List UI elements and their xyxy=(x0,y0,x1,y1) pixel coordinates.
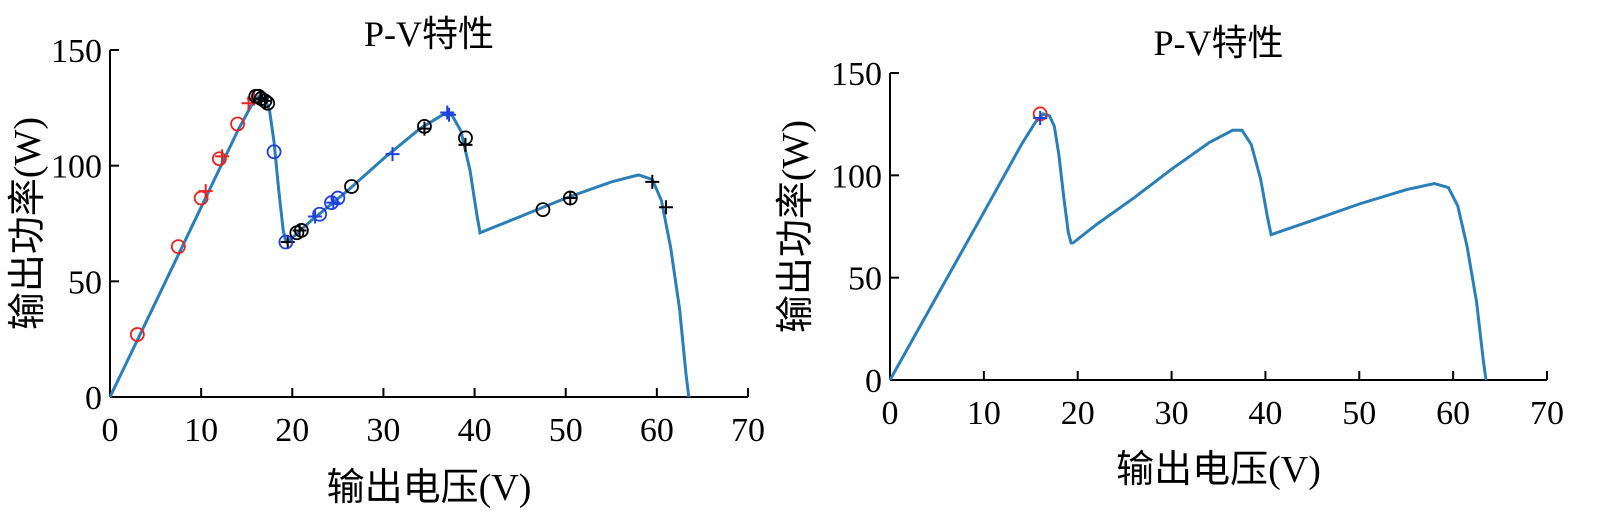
y-tick-label: 0 xyxy=(865,363,882,400)
x-tick-label: 70 xyxy=(1530,395,1564,432)
y-tick-label: 50 xyxy=(848,261,882,298)
particle-plus-marker xyxy=(417,121,432,136)
y-tick-label: 100 xyxy=(831,158,882,195)
particle-plus-marker xyxy=(326,195,341,210)
y-tick-label: 150 xyxy=(51,33,102,70)
particle-plus-marker xyxy=(440,105,455,120)
particle-plus-marker xyxy=(215,149,230,164)
particle-plus-marker xyxy=(1033,111,1048,126)
particle-plus-marker xyxy=(458,137,473,152)
particle-plus-marker xyxy=(563,191,578,206)
particle-plus-marker xyxy=(442,107,457,122)
particle-plus-marker xyxy=(385,147,400,162)
y-tick-label: 150 xyxy=(831,56,882,93)
y-tick-label: 100 xyxy=(51,149,102,186)
x-axis-label: 输出电压(V) xyxy=(1116,449,1321,491)
chart-panel-1: P-V特性 0 10 20 30 40 50 60 70 0 50 100 150 输出电压(V) 输出功率… xyxy=(7,14,765,509)
x-tick-label: 60 xyxy=(1436,395,1470,432)
x-tick-label: 40 xyxy=(1248,395,1282,432)
x-tick-label: 30 xyxy=(366,412,400,449)
particle-circle-marker xyxy=(129,327,145,342)
x-tick-label: 0 xyxy=(882,395,899,432)
particle-plus-marker xyxy=(308,209,323,224)
particle-circle-marker xyxy=(330,190,346,206)
particle-circle-marker xyxy=(535,202,551,218)
particle-circle-marker xyxy=(211,151,227,167)
particle-plus-marker xyxy=(645,174,660,189)
y-tick-label: 0 xyxy=(85,380,102,417)
particle-circle-marker xyxy=(230,116,246,132)
particle-plus-marker xyxy=(658,200,673,215)
particle-plus-marker xyxy=(198,184,213,199)
particle-circle-marker xyxy=(170,239,186,255)
pv-curve xyxy=(108,94,691,398)
x-tick-label: 60 xyxy=(640,412,674,449)
chart-title: P-V特性 xyxy=(364,14,494,54)
x-tick-label: 20 xyxy=(1061,395,1095,432)
particle-circle-marker xyxy=(344,179,359,194)
x-tick-label: 70 xyxy=(731,412,765,449)
particle-circle-marker xyxy=(312,206,328,222)
x-tick-label: 10 xyxy=(184,412,218,449)
x-tick-label: 0 xyxy=(102,412,119,449)
chart-title: P-V特性 xyxy=(1153,23,1283,63)
x-tick-label: 50 xyxy=(1342,395,1376,432)
y-axis-label: 输出功率(W) xyxy=(775,120,817,333)
particle-circle-marker xyxy=(278,234,294,250)
particle-plus-marker xyxy=(257,93,272,108)
x-axis-label: 输出电压(V) xyxy=(327,467,532,509)
y-tick-label: 50 xyxy=(68,264,102,301)
x-tick-label: 40 xyxy=(458,412,492,449)
x-tick-label: 10 xyxy=(967,395,1001,432)
particle-plus-marker xyxy=(292,223,307,238)
x-tick-label: 20 xyxy=(275,412,309,449)
y-axis-label: 输出功率(W) xyxy=(7,117,49,330)
pv-curve xyxy=(888,112,1488,381)
x-tick-label: 30 xyxy=(1155,395,1189,432)
x-tick-label: 50 xyxy=(549,412,583,449)
chart-panel-2: P-V特性 0 10 20 30 40 50 60 70 0 50 100 150 输出电压(V) 输出功率… xyxy=(775,23,1564,491)
particle-circle-marker xyxy=(266,144,282,160)
